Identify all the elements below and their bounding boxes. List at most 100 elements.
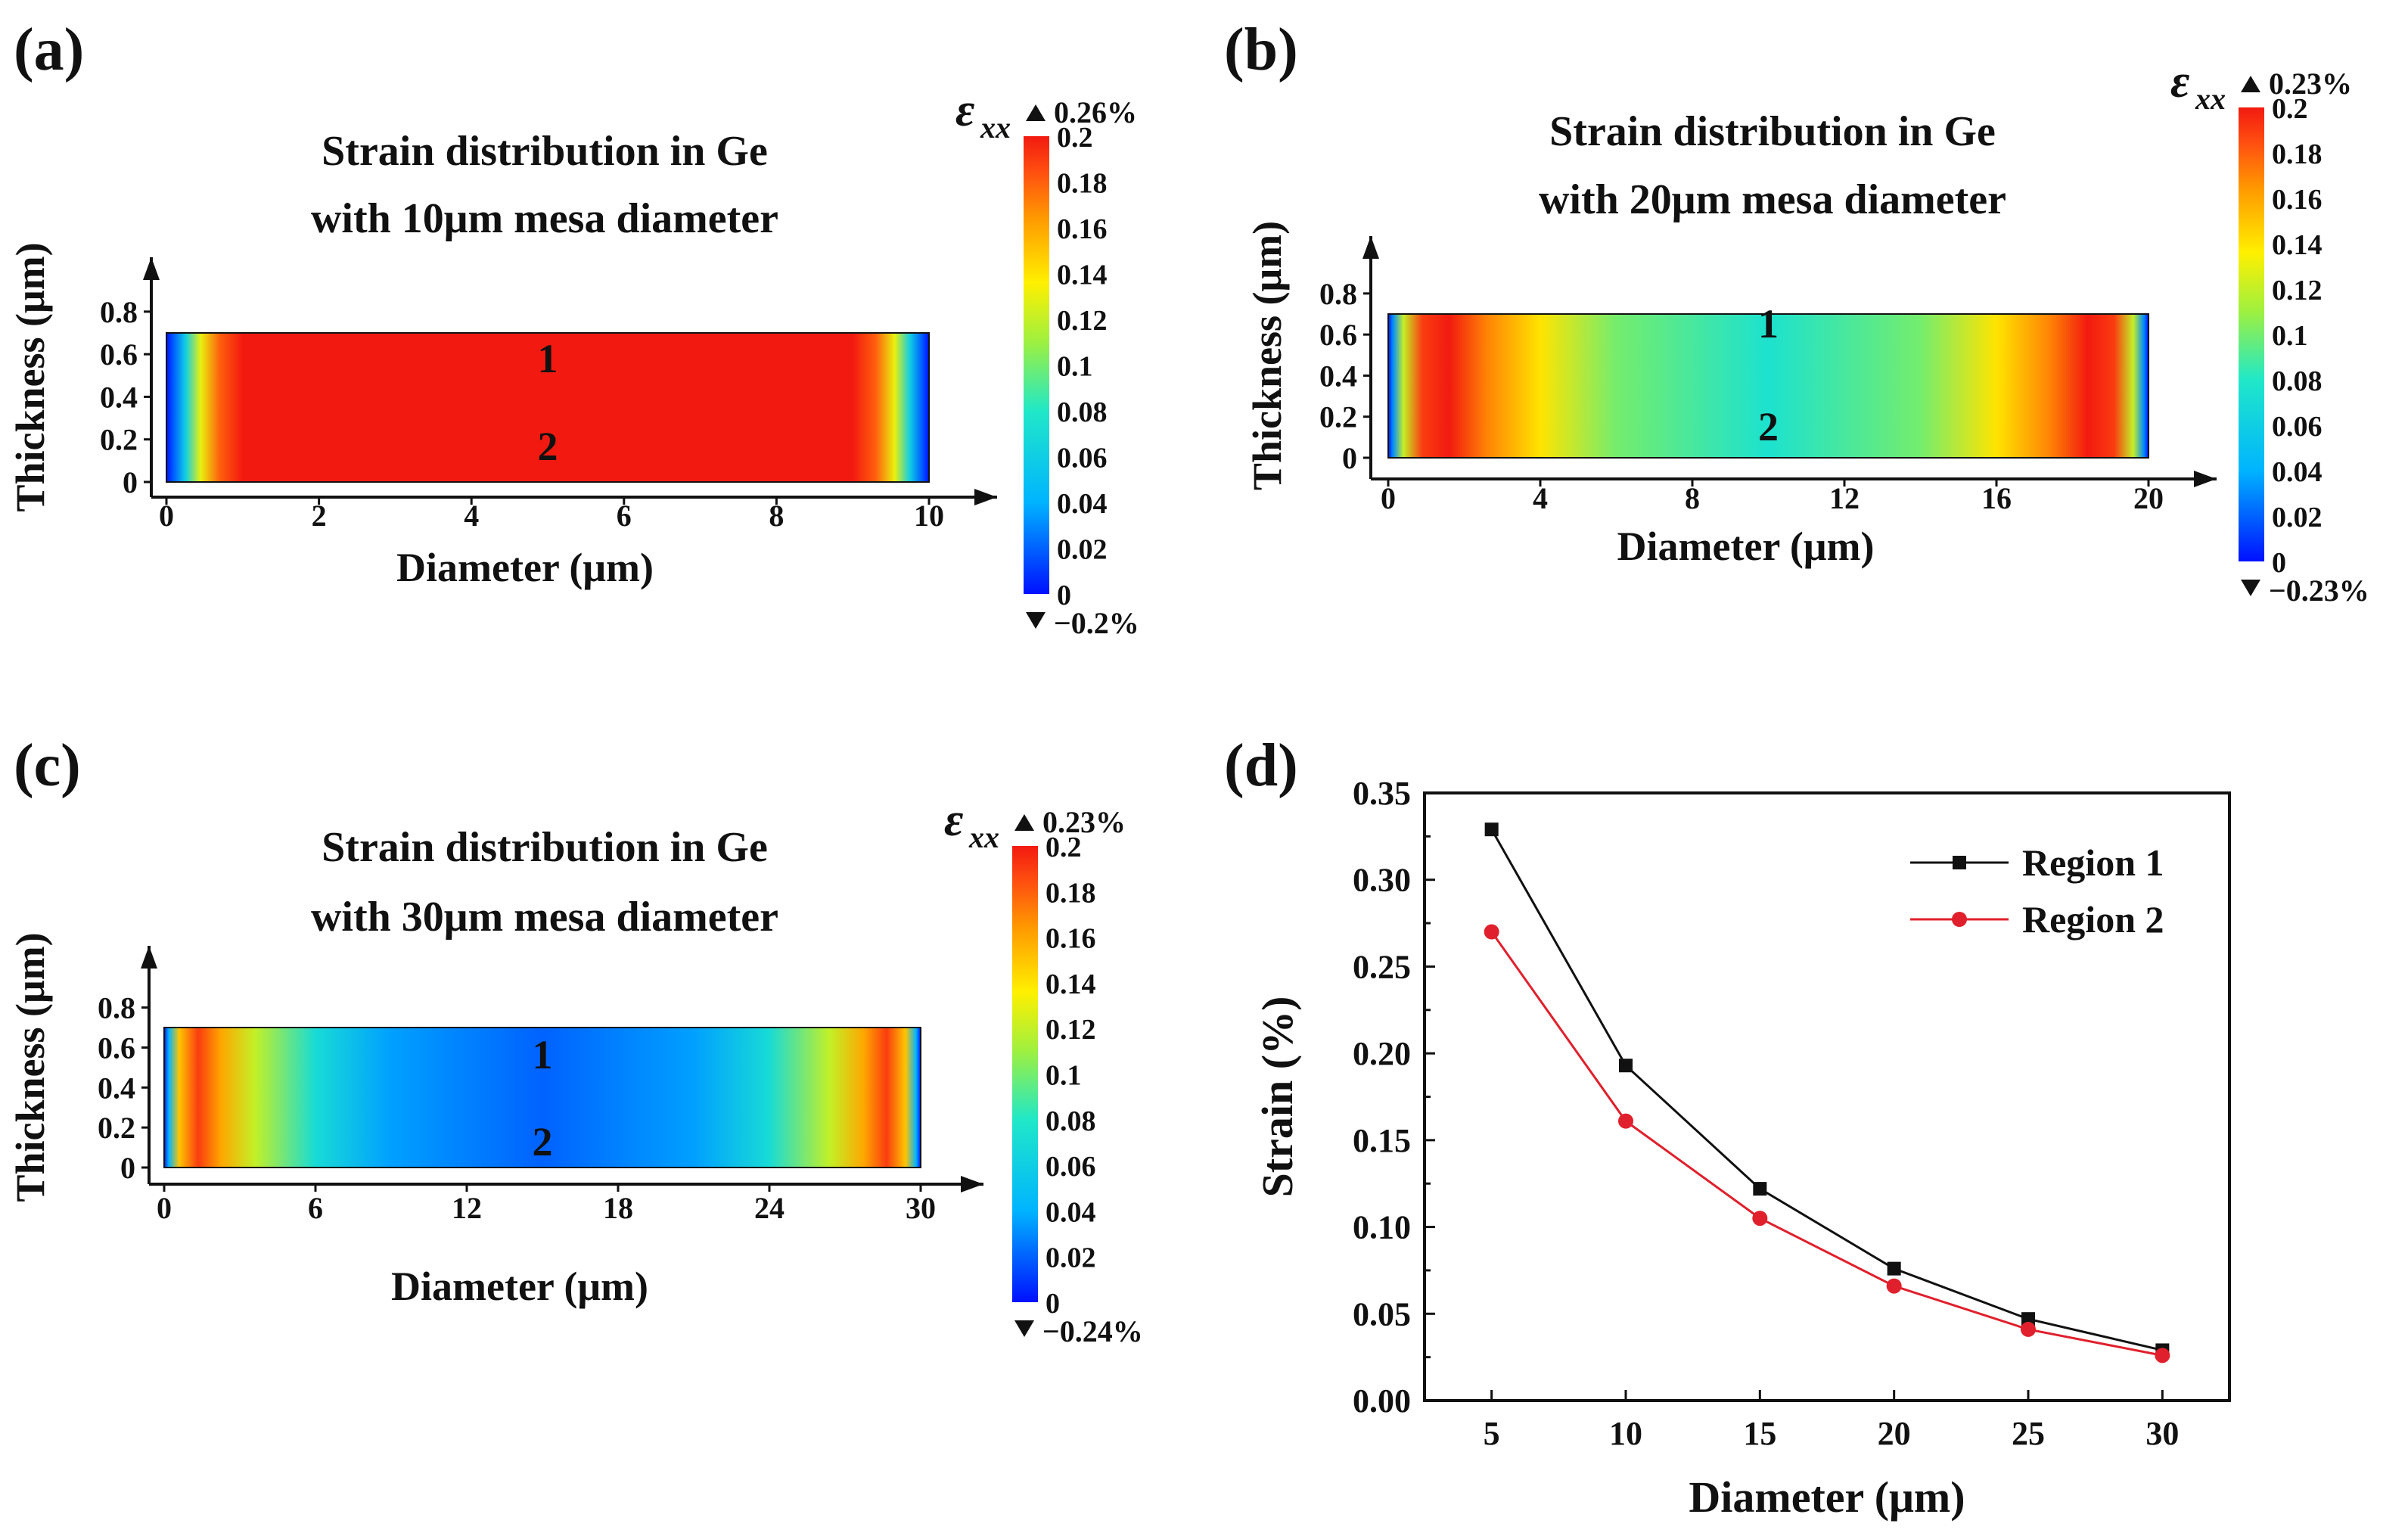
x-tick-label: 4	[1533, 481, 1548, 515]
region-2-label: 2	[538, 424, 558, 469]
region-2-label: 2	[533, 1119, 553, 1164]
min-triangle-icon	[2241, 580, 2260, 596]
x-axis-label: Diameter (μm)	[1617, 524, 1875, 569]
x-tick-label: 6	[308, 1191, 323, 1225]
y-tick-label: 0.10	[1353, 1209, 1411, 1246]
x-tick-label: 10	[1609, 1415, 1642, 1452]
colorbar-tick-label: 0.02	[2272, 502, 2323, 533]
colorbar-tick-label: 0.16	[1046, 923, 1096, 955]
x-tick-label: 10	[914, 499, 944, 533]
series-1-point	[1887, 1261, 1901, 1276]
x-tick-label: 30	[2145, 1415, 2179, 1452]
colorbar-tick-label: 0.18	[1046, 877, 1096, 909]
strain-map	[166, 332, 930, 483]
legend-marker-1	[1953, 856, 1966, 869]
colorbar-min-label: −0.23%	[2269, 574, 2369, 608]
y-axis-label: Thickness (μm)	[1244, 221, 1290, 490]
colorbar-tick-label: 0	[1057, 580, 1071, 611]
x-axis-label: Diameter (μm)	[391, 1264, 648, 1309]
colorbar-tick-label: 0.02	[1046, 1242, 1096, 1274]
y-tick-label: 0	[120, 1151, 135, 1185]
y-tick-label: 0.8	[100, 295, 138, 329]
colorbar-tick-label: 0	[2272, 547, 2286, 579]
x-tick-label: 2	[312, 499, 327, 533]
colorbar-tick-label: 0.04	[1046, 1196, 1096, 1228]
x-tick-label: 6	[617, 499, 632, 533]
y-tick-label: 0.05	[1353, 1295, 1411, 1332]
y-axis-label: Thickness (μm)	[8, 932, 53, 1202]
region-1-label: 1	[538, 336, 558, 381]
x-tick-label: 4	[464, 499, 479, 533]
series-1-point	[1484, 822, 1499, 837]
colorbar-tick-label: 0.06	[1057, 443, 1108, 474]
series-2-point	[1752, 1211, 1768, 1227]
colorbar-tick-label: 0.2	[2272, 93, 2308, 125]
colorbar-tick-label: 0.14	[2272, 229, 2323, 261]
epsilon-subscript: xx	[980, 110, 1011, 145]
panel-label: (a)	[14, 17, 84, 83]
min-triangle-icon	[1026, 612, 1046, 629]
panel-label: (d)	[1224, 732, 1298, 799]
series-1-point	[1619, 1059, 1633, 1073]
panel-label: (b)	[1224, 17, 1298, 83]
epsilon-symbol: ε	[944, 794, 963, 846]
colorbar	[1024, 136, 1049, 594]
x-tick-label: 12	[1829, 481, 1860, 515]
chart-title-line-1: Strain distribution in Ge	[322, 824, 768, 871]
series-2-point	[2021, 1321, 2036, 1337]
y-tick-label: 0.2	[98, 1111, 135, 1145]
colorbar-tick-label: 0.12	[1057, 305, 1108, 337]
x-tick-label: 0	[1381, 481, 1396, 515]
x-tick-label: 0	[157, 1191, 172, 1225]
epsilon-subscript: xx	[968, 820, 999, 854]
y-axis-arrow-head	[143, 257, 160, 280]
colorbar-tick-label: 0.08	[1046, 1105, 1096, 1137]
x-tick-label: 18	[603, 1191, 633, 1225]
x-tick-label: 25	[2012, 1415, 2045, 1452]
x-tick-label: 8	[1685, 481, 1700, 515]
colorbar	[1012, 846, 1038, 1302]
strain-map	[163, 1027, 921, 1168]
colorbar-tick-label: 0.16	[2272, 184, 2323, 216]
plot-frame	[1423, 791, 2231, 1402]
colorbar-tick-label: 0.12	[2272, 275, 2323, 306]
colorbar-tick-label: 0	[1046, 1288, 1060, 1320]
series-2-line	[1490, 931, 2163, 1357]
y-axis-label: Thickness (μm)	[8, 242, 53, 511]
y-tick-label: 0.35	[1353, 775, 1411, 812]
colorbar-tick-label: 0.18	[1057, 168, 1108, 200]
colorbar-max-label: 0.26%	[1054, 95, 1137, 129]
colorbar-max-label: 0.23%	[1042, 805, 1126, 839]
x-tick-label: 30	[906, 1191, 936, 1225]
chart-title-line-1: Strain distribution in Ge	[322, 128, 768, 175]
colorbar-tick-label: 0.08	[1057, 396, 1108, 428]
panel-c: (c) Strain distribution in Ge with 30μm me…	[8, 732, 1143, 1348]
series-2-point	[1618, 1113, 1633, 1129]
chart-title-line-2: with 30μm mesa diameter	[311, 894, 778, 941]
y-axis-label: Strain (%)	[1253, 997, 1302, 1198]
colorbar-tick-label: 0.08	[2272, 365, 2323, 397]
series-2-point	[2155, 1348, 2170, 1363]
panel-a: (a) Strain distribution in Ge with 10μm me…	[8, 17, 1139, 640]
x-axis-label: Diameter (μm)	[1689, 1472, 1965, 1522]
y-tick-label: 0.6	[98, 1031, 135, 1065]
y-tick-label: 0	[123, 465, 138, 499]
strain-map	[1387, 313, 2149, 459]
panel-b: (b) Strain distribution in Ge with 20μm me…	[1224, 17, 2369, 608]
y-tick-label: 0.2	[100, 423, 138, 457]
legend-label-2: Region 2	[2022, 898, 2164, 941]
x-tick-label: 12	[452, 1191, 482, 1225]
x-axis-label: Diameter (μm)	[396, 545, 654, 590]
epsilon-symbol: ε	[955, 85, 974, 136]
y-tick-label: 0.6	[1319, 318, 1357, 352]
y-tick-label: 0.00	[1353, 1382, 1411, 1419]
x-tick-label: 16	[1981, 481, 2012, 515]
x-axis-arrow-head	[961, 1176, 983, 1192]
region-1-label: 1	[533, 1032, 553, 1077]
series-2-point	[1484, 924, 1499, 940]
chart-title-line-2: with 20μm mesa diameter	[1539, 176, 2006, 223]
colorbar-tick-label: 0.04	[2272, 456, 2323, 488]
colorbar-tick-label: 0.1	[1046, 1060, 1082, 1092]
colorbar-tick-label: 0.14	[1046, 969, 1096, 1000]
